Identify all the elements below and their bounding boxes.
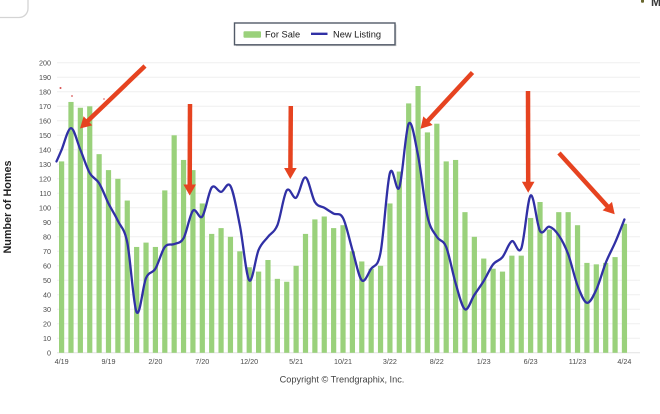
svg-text:4/19: 4/19 xyxy=(55,357,69,366)
svg-text:3/22: 3/22 xyxy=(383,357,397,366)
svg-text:130: 130 xyxy=(39,160,51,169)
svg-text:170: 170 xyxy=(39,102,51,111)
svg-text:Number of Homes: Number of Homes xyxy=(2,161,14,254)
svg-text:140: 140 xyxy=(39,145,51,154)
svg-text:10/21: 10/21 xyxy=(334,357,352,366)
svg-text:160: 160 xyxy=(39,116,51,125)
svg-text:0: 0 xyxy=(47,348,51,357)
svg-text:200: 200 xyxy=(39,58,51,67)
svg-text:20: 20 xyxy=(43,319,51,328)
svg-text:60: 60 xyxy=(43,261,51,270)
svg-text:11/23: 11/23 xyxy=(569,357,586,366)
svg-text:90: 90 xyxy=(43,218,51,227)
svg-text:80: 80 xyxy=(43,232,51,241)
svg-text:Copyright © Trendgraphix, Inc.: Copyright © Trendgraphix, Inc. xyxy=(280,375,405,385)
svg-text:6/23: 6/23 xyxy=(524,357,538,366)
svg-text:1/23: 1/23 xyxy=(477,357,491,366)
svg-text:New Listing: New Listing xyxy=(333,29,381,39)
svg-text:70: 70 xyxy=(43,247,51,256)
svg-text:9/19: 9/19 xyxy=(102,357,116,366)
svg-text:2/20: 2/20 xyxy=(148,357,162,366)
svg-text:30: 30 xyxy=(43,305,51,314)
svg-text:For Sale: For Sale xyxy=(265,29,300,39)
svg-text:50: 50 xyxy=(43,276,51,285)
svg-text:150: 150 xyxy=(39,131,51,140)
svg-text:120: 120 xyxy=(39,174,51,183)
svg-text:110: 110 xyxy=(40,189,51,198)
svg-text:M: M xyxy=(651,0,660,9)
svg-text:100: 100 xyxy=(39,203,51,212)
svg-text:40: 40 xyxy=(43,290,51,299)
svg-text:4/24: 4/24 xyxy=(617,357,631,366)
svg-text:10: 10 xyxy=(43,334,51,343)
svg-text:8/22: 8/22 xyxy=(430,357,444,366)
svg-text:12/20: 12/20 xyxy=(240,357,258,366)
svg-text:180: 180 xyxy=(39,87,51,96)
svg-text:190: 190 xyxy=(39,73,51,82)
svg-text:7/20: 7/20 xyxy=(195,357,209,366)
svg-text:5/21: 5/21 xyxy=(289,357,303,366)
